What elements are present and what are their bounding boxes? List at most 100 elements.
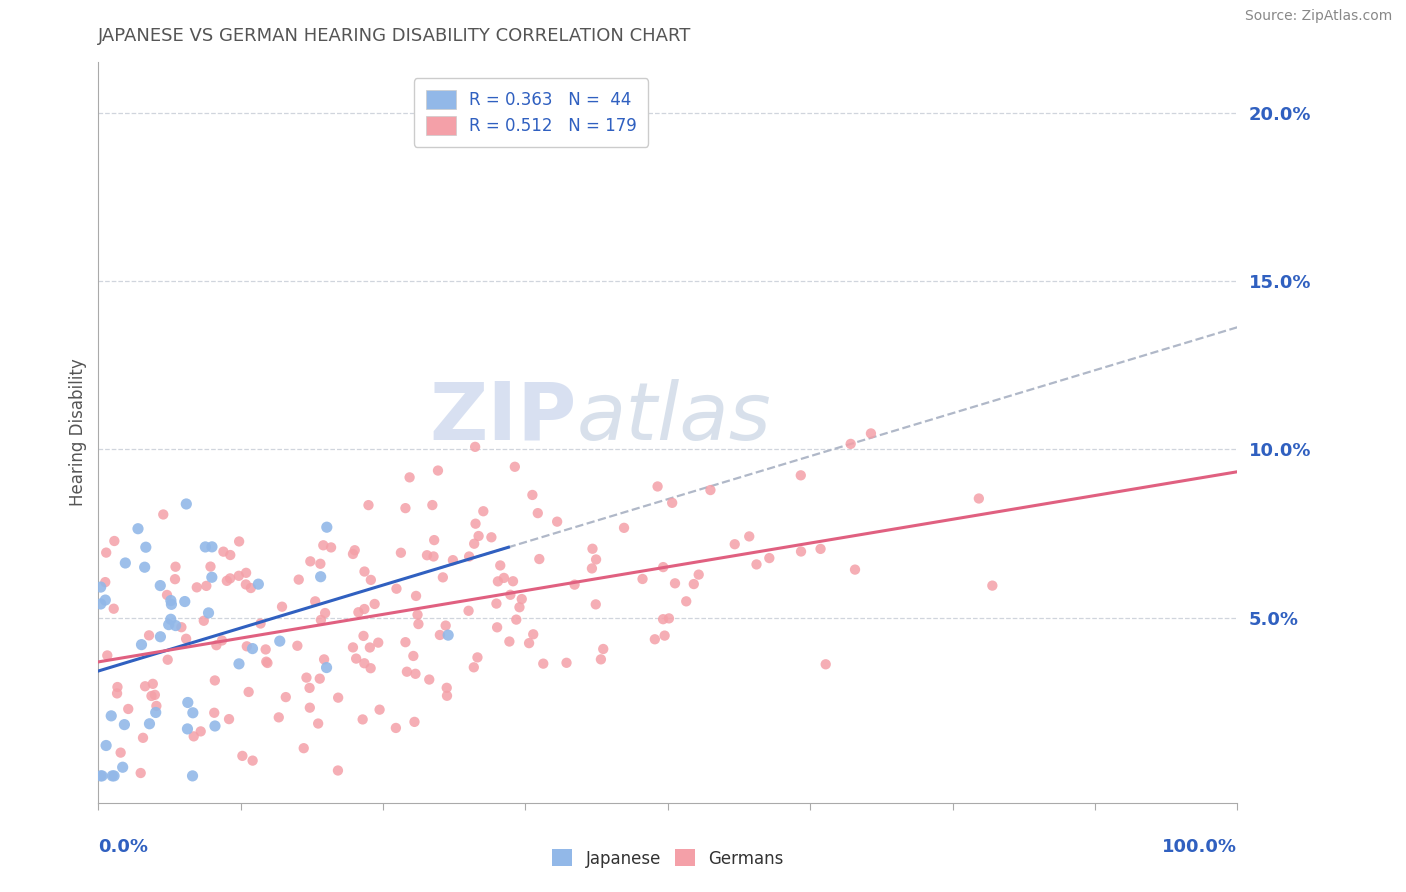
Point xyxy=(134,560,156,574)
Point xyxy=(271,599,294,614)
Point xyxy=(342,640,364,655)
Point xyxy=(145,698,167,713)
Point xyxy=(218,712,240,726)
Point xyxy=(745,558,768,572)
Point xyxy=(422,549,444,564)
Point xyxy=(181,769,204,783)
Point xyxy=(738,529,761,543)
Point xyxy=(177,696,200,710)
Point xyxy=(112,717,135,731)
Point xyxy=(142,677,165,691)
Point xyxy=(242,641,264,656)
Point xyxy=(94,575,117,590)
Point xyxy=(328,690,350,705)
Point xyxy=(581,561,603,575)
Point xyxy=(204,719,226,733)
Point xyxy=(503,459,526,474)
Point xyxy=(432,570,454,584)
Point xyxy=(212,544,235,558)
Point xyxy=(326,764,349,778)
Point xyxy=(211,633,233,648)
Point xyxy=(165,618,187,632)
Point xyxy=(436,689,458,703)
Point xyxy=(127,522,149,536)
Point xyxy=(186,580,208,594)
Point xyxy=(307,716,329,731)
Point xyxy=(247,577,270,591)
Point xyxy=(647,479,669,493)
Point xyxy=(522,488,544,502)
Point xyxy=(197,606,219,620)
Point xyxy=(319,541,342,555)
Point xyxy=(592,642,614,657)
Point xyxy=(254,642,277,657)
Point xyxy=(467,529,489,543)
Point xyxy=(131,638,153,652)
Point xyxy=(675,594,697,608)
Point xyxy=(314,606,336,620)
Point xyxy=(464,440,486,454)
Point xyxy=(163,572,186,586)
Point xyxy=(190,724,212,739)
Point xyxy=(285,639,308,653)
Point xyxy=(219,571,242,585)
Point xyxy=(526,506,548,520)
Point xyxy=(408,617,430,632)
Point xyxy=(441,553,464,567)
Point xyxy=(353,602,375,616)
Point xyxy=(658,611,681,625)
Point xyxy=(176,497,198,511)
Point xyxy=(546,515,568,529)
Point xyxy=(201,540,224,554)
Point xyxy=(531,657,554,671)
Point xyxy=(312,538,335,552)
Point xyxy=(654,629,676,643)
Point xyxy=(215,574,238,588)
Point xyxy=(347,605,370,619)
Point xyxy=(463,660,485,674)
Point xyxy=(505,613,527,627)
Point xyxy=(385,721,408,735)
Point xyxy=(100,709,122,723)
Point xyxy=(205,638,228,652)
Point xyxy=(96,546,118,560)
Point xyxy=(613,521,636,535)
Point xyxy=(682,577,704,591)
Point xyxy=(183,730,205,744)
Text: atlas: atlas xyxy=(576,379,772,457)
Point xyxy=(502,574,524,589)
Point xyxy=(298,700,321,714)
Point xyxy=(256,656,278,670)
Point xyxy=(204,673,226,688)
Point xyxy=(157,617,180,632)
Point xyxy=(134,679,156,693)
Point xyxy=(96,648,118,663)
Point xyxy=(418,673,440,687)
Point xyxy=(981,579,1004,593)
Point xyxy=(529,552,551,566)
Point xyxy=(94,739,117,753)
Point xyxy=(239,581,262,595)
Point xyxy=(790,468,813,483)
Point xyxy=(406,607,429,622)
Point xyxy=(159,612,181,626)
Point xyxy=(434,618,457,632)
Point xyxy=(231,748,253,763)
Point xyxy=(353,657,375,671)
Point xyxy=(427,464,450,478)
Point xyxy=(389,546,412,560)
Point xyxy=(103,534,125,549)
Point xyxy=(181,706,204,720)
Point xyxy=(810,541,832,556)
Point xyxy=(492,571,515,585)
Point xyxy=(228,534,250,549)
Point xyxy=(90,769,112,783)
Point xyxy=(581,541,603,556)
Point xyxy=(160,598,183,612)
Point xyxy=(664,576,686,591)
Point xyxy=(160,593,183,607)
Point xyxy=(149,630,172,644)
Point xyxy=(436,681,458,695)
Point xyxy=(517,636,540,650)
Point xyxy=(235,566,257,580)
